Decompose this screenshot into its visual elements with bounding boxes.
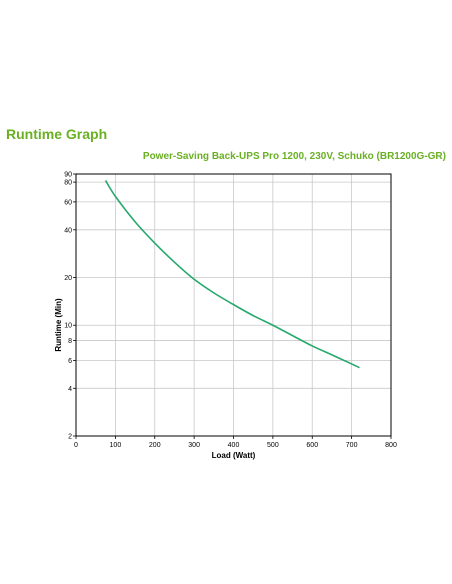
x-tick-label: 400 — [228, 442, 240, 449]
x-tick-label: 200 — [149, 442, 161, 449]
x-tick-label: 800 — [385, 442, 397, 449]
page-heading: Runtime Graph — [6, 126, 108, 142]
x-axis-title: Load (Watt) — [212, 451, 256, 460]
x-tick-label: 300 — [188, 442, 200, 449]
y-tick-label: 2 — [68, 434, 72, 441]
y-tick-label: 6 — [68, 358, 72, 365]
chart-title: Power-Saving Back-UPS Pro 1200, 230V, Sc… — [142, 151, 446, 162]
x-tick-label: 600 — [306, 442, 318, 449]
x-tick-label: 700 — [346, 442, 358, 449]
y-tick-label: 4 — [68, 386, 72, 393]
y-tick-label: 60 — [64, 199, 72, 206]
y-tick-label: 40 — [64, 227, 72, 234]
y-tick-label: 90 — [64, 172, 72, 179]
y-tick-label: 20 — [64, 275, 72, 282]
y-axis-title: Runtime (Min) — [54, 298, 63, 352]
x-tick-label: 100 — [110, 442, 122, 449]
x-tick-label: 0 — [74, 442, 78, 449]
x-tick-label: 500 — [267, 442, 279, 449]
y-tick-label: 80 — [64, 180, 72, 187]
y-tick-label: 8 — [68, 338, 72, 345]
runtime-curve — [104, 179, 360, 369]
series-layer — [104, 179, 360, 369]
axis-ticks: 0 100 200 300 400 500 600 700 800 2 4 6 8 10 20 40 60 809… — [64, 172, 397, 450]
y-tick-label: 10 — [64, 323, 72, 330]
